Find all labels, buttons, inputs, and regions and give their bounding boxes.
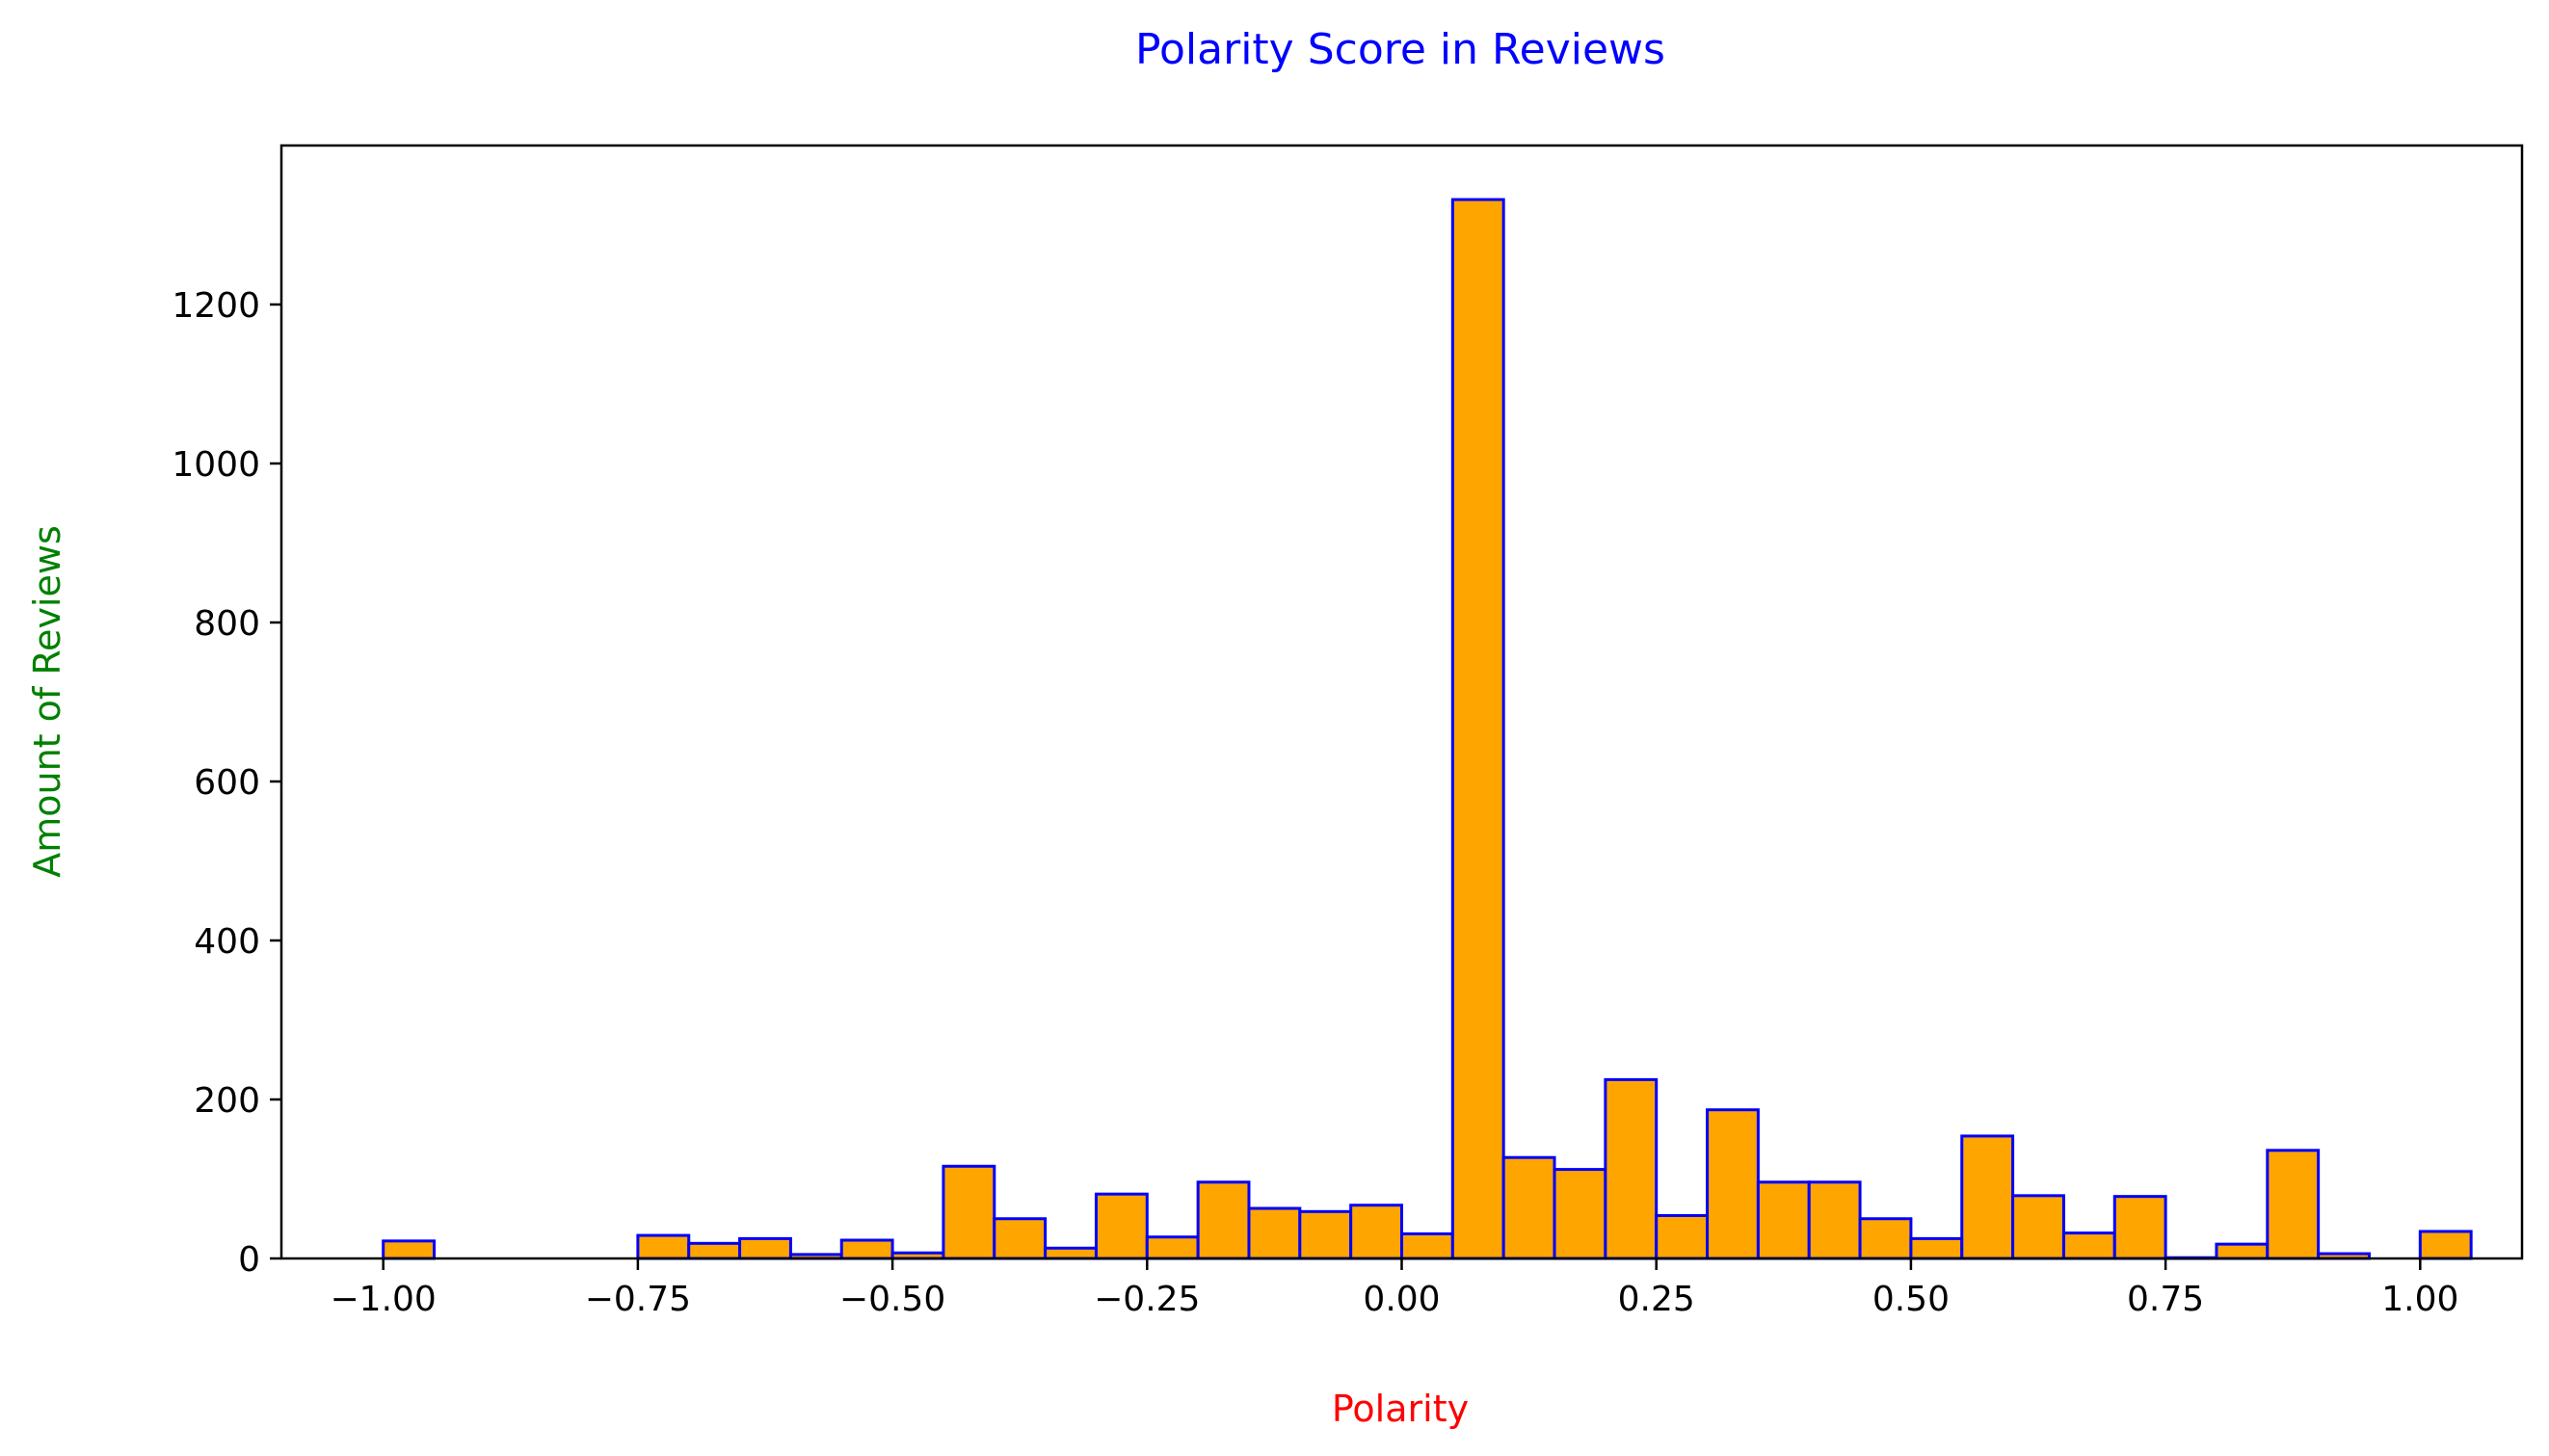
- y-tick-label: 1000: [172, 445, 260, 485]
- x-tick-label: −0.25: [1094, 1280, 1200, 1319]
- x-axis-label: Polarity: [1332, 1388, 1469, 1430]
- y-tick-label: 1200: [172, 286, 260, 326]
- histogram-bar: [2215, 1242, 2270, 1260]
- y-tick-label: 0: [238, 1240, 260, 1280]
- histogram-bar: [1604, 1077, 1659, 1260]
- histogram-bar: [1706, 1108, 1760, 1260]
- histogram-bar: [1553, 1168, 1607, 1260]
- histogram-bar: [2011, 1194, 2065, 1260]
- histogram-bar: [1400, 1231, 1454, 1260]
- x-tick-label: 1.00: [2381, 1280, 2458, 1319]
- histogram-bar: [1909, 1236, 1964, 1260]
- x-tick-label: −0.50: [839, 1280, 945, 1319]
- histogram-bar: [1094, 1192, 1149, 1260]
- histogram-bar: [1450, 198, 1505, 1260]
- bars-group: [382, 198, 2473, 1260]
- x-tick-label: 0.50: [1872, 1280, 1950, 1319]
- histogram-bar: [993, 1217, 1048, 1260]
- histogram-bar: [1247, 1206, 1302, 1260]
- histogram-bar: [1655, 1213, 1710, 1260]
- y-tick-label: 600: [194, 763, 260, 803]
- histogram-bar: [1807, 1180, 1862, 1260]
- y-axis-ticks: 0 200 400 600 800 1000 1200: [172, 286, 281, 1280]
- plot-frame: [279, 144, 2524, 1260]
- histogram-bar: [1349, 1204, 1403, 1260]
- y-tick-label: 400: [194, 922, 260, 962]
- y-tick-label: 200: [194, 1081, 260, 1121]
- x-axis-ticks: −1.00 −0.75 −0.50 −0.25 0.00 0.25 0.50 0.75 1.00: [331, 1258, 2458, 1319]
- histogram-bar: [2266, 1149, 2321, 1260]
- histogram-bar: [2112, 1195, 2167, 1260]
- y-tick-label: 800: [194, 604, 260, 644]
- histogram-bar: [1298, 1209, 1353, 1260]
- histogram-bar: [687, 1241, 742, 1260]
- histogram-bar: [1501, 1155, 1556, 1260]
- histogram-bar: [1858, 1217, 1913, 1260]
- x-tick-label: 0.25: [1618, 1280, 1695, 1319]
- histogram-bar: [2418, 1230, 2473, 1260]
- x-tick-label: 0.00: [1363, 1280, 1440, 1319]
- histogram-bar: [636, 1233, 691, 1260]
- histogram-bar: [1756, 1180, 1811, 1260]
- x-tick-label: 0.75: [2127, 1280, 2204, 1319]
- histogram-bar: [1044, 1246, 1098, 1260]
- histogram-bar: [1196, 1180, 1251, 1260]
- histogram-bar: [1145, 1235, 1200, 1260]
- y-axis-label: Amount of Reviews: [26, 525, 68, 878]
- histogram-bar: [2061, 1231, 2116, 1260]
- x-tick-label: −0.75: [585, 1280, 691, 1319]
- histogram-bar: [1960, 1134, 2015, 1260]
- histogram-bar: [839, 1238, 894, 1260]
- chart-title: Polarity Score in Reviews: [1135, 25, 1665, 74]
- x-tick-label: −1.00: [331, 1280, 437, 1319]
- histogram-bar: [382, 1239, 437, 1260]
- histogram-bar: [738, 1236, 792, 1260]
- histogram-bar: [942, 1164, 996, 1260]
